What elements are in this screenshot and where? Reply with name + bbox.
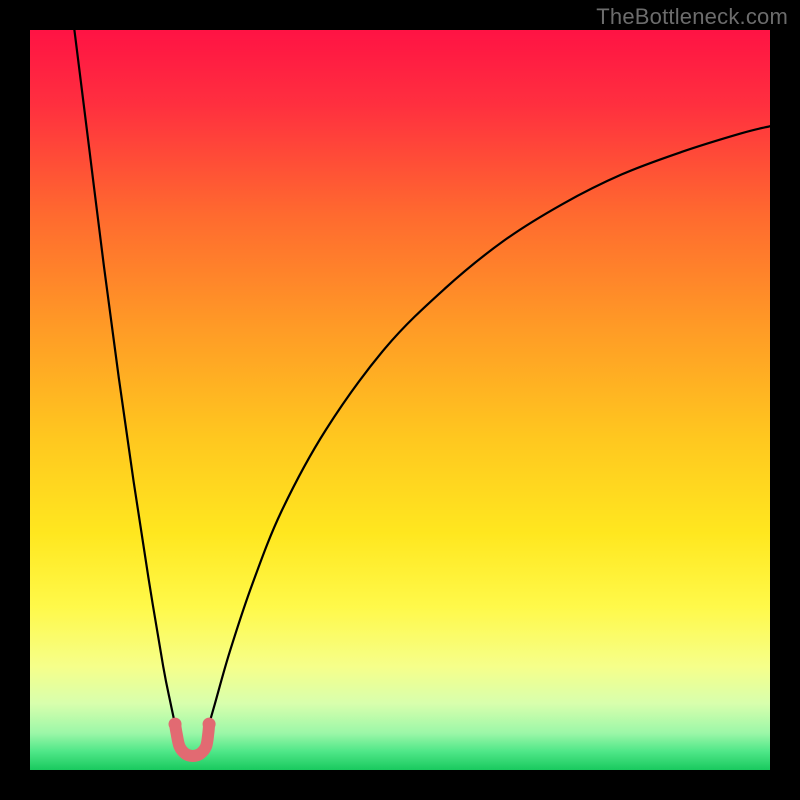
optimum-u-shape bbox=[175, 724, 209, 756]
curve-right-rising bbox=[209, 126, 770, 724]
curves-layer bbox=[30, 30, 770, 770]
plot-area bbox=[30, 30, 770, 770]
watermark-text: TheBottleneck.com bbox=[596, 4, 788, 30]
curve-left-falling bbox=[74, 30, 175, 724]
optimum-end-dot-1 bbox=[203, 718, 216, 731]
optimum-marker bbox=[169, 718, 216, 756]
optimum-end-dot-0 bbox=[169, 718, 182, 731]
bottleneck-curve bbox=[74, 30, 770, 724]
stage: TheBottleneck.com bbox=[0, 0, 800, 800]
